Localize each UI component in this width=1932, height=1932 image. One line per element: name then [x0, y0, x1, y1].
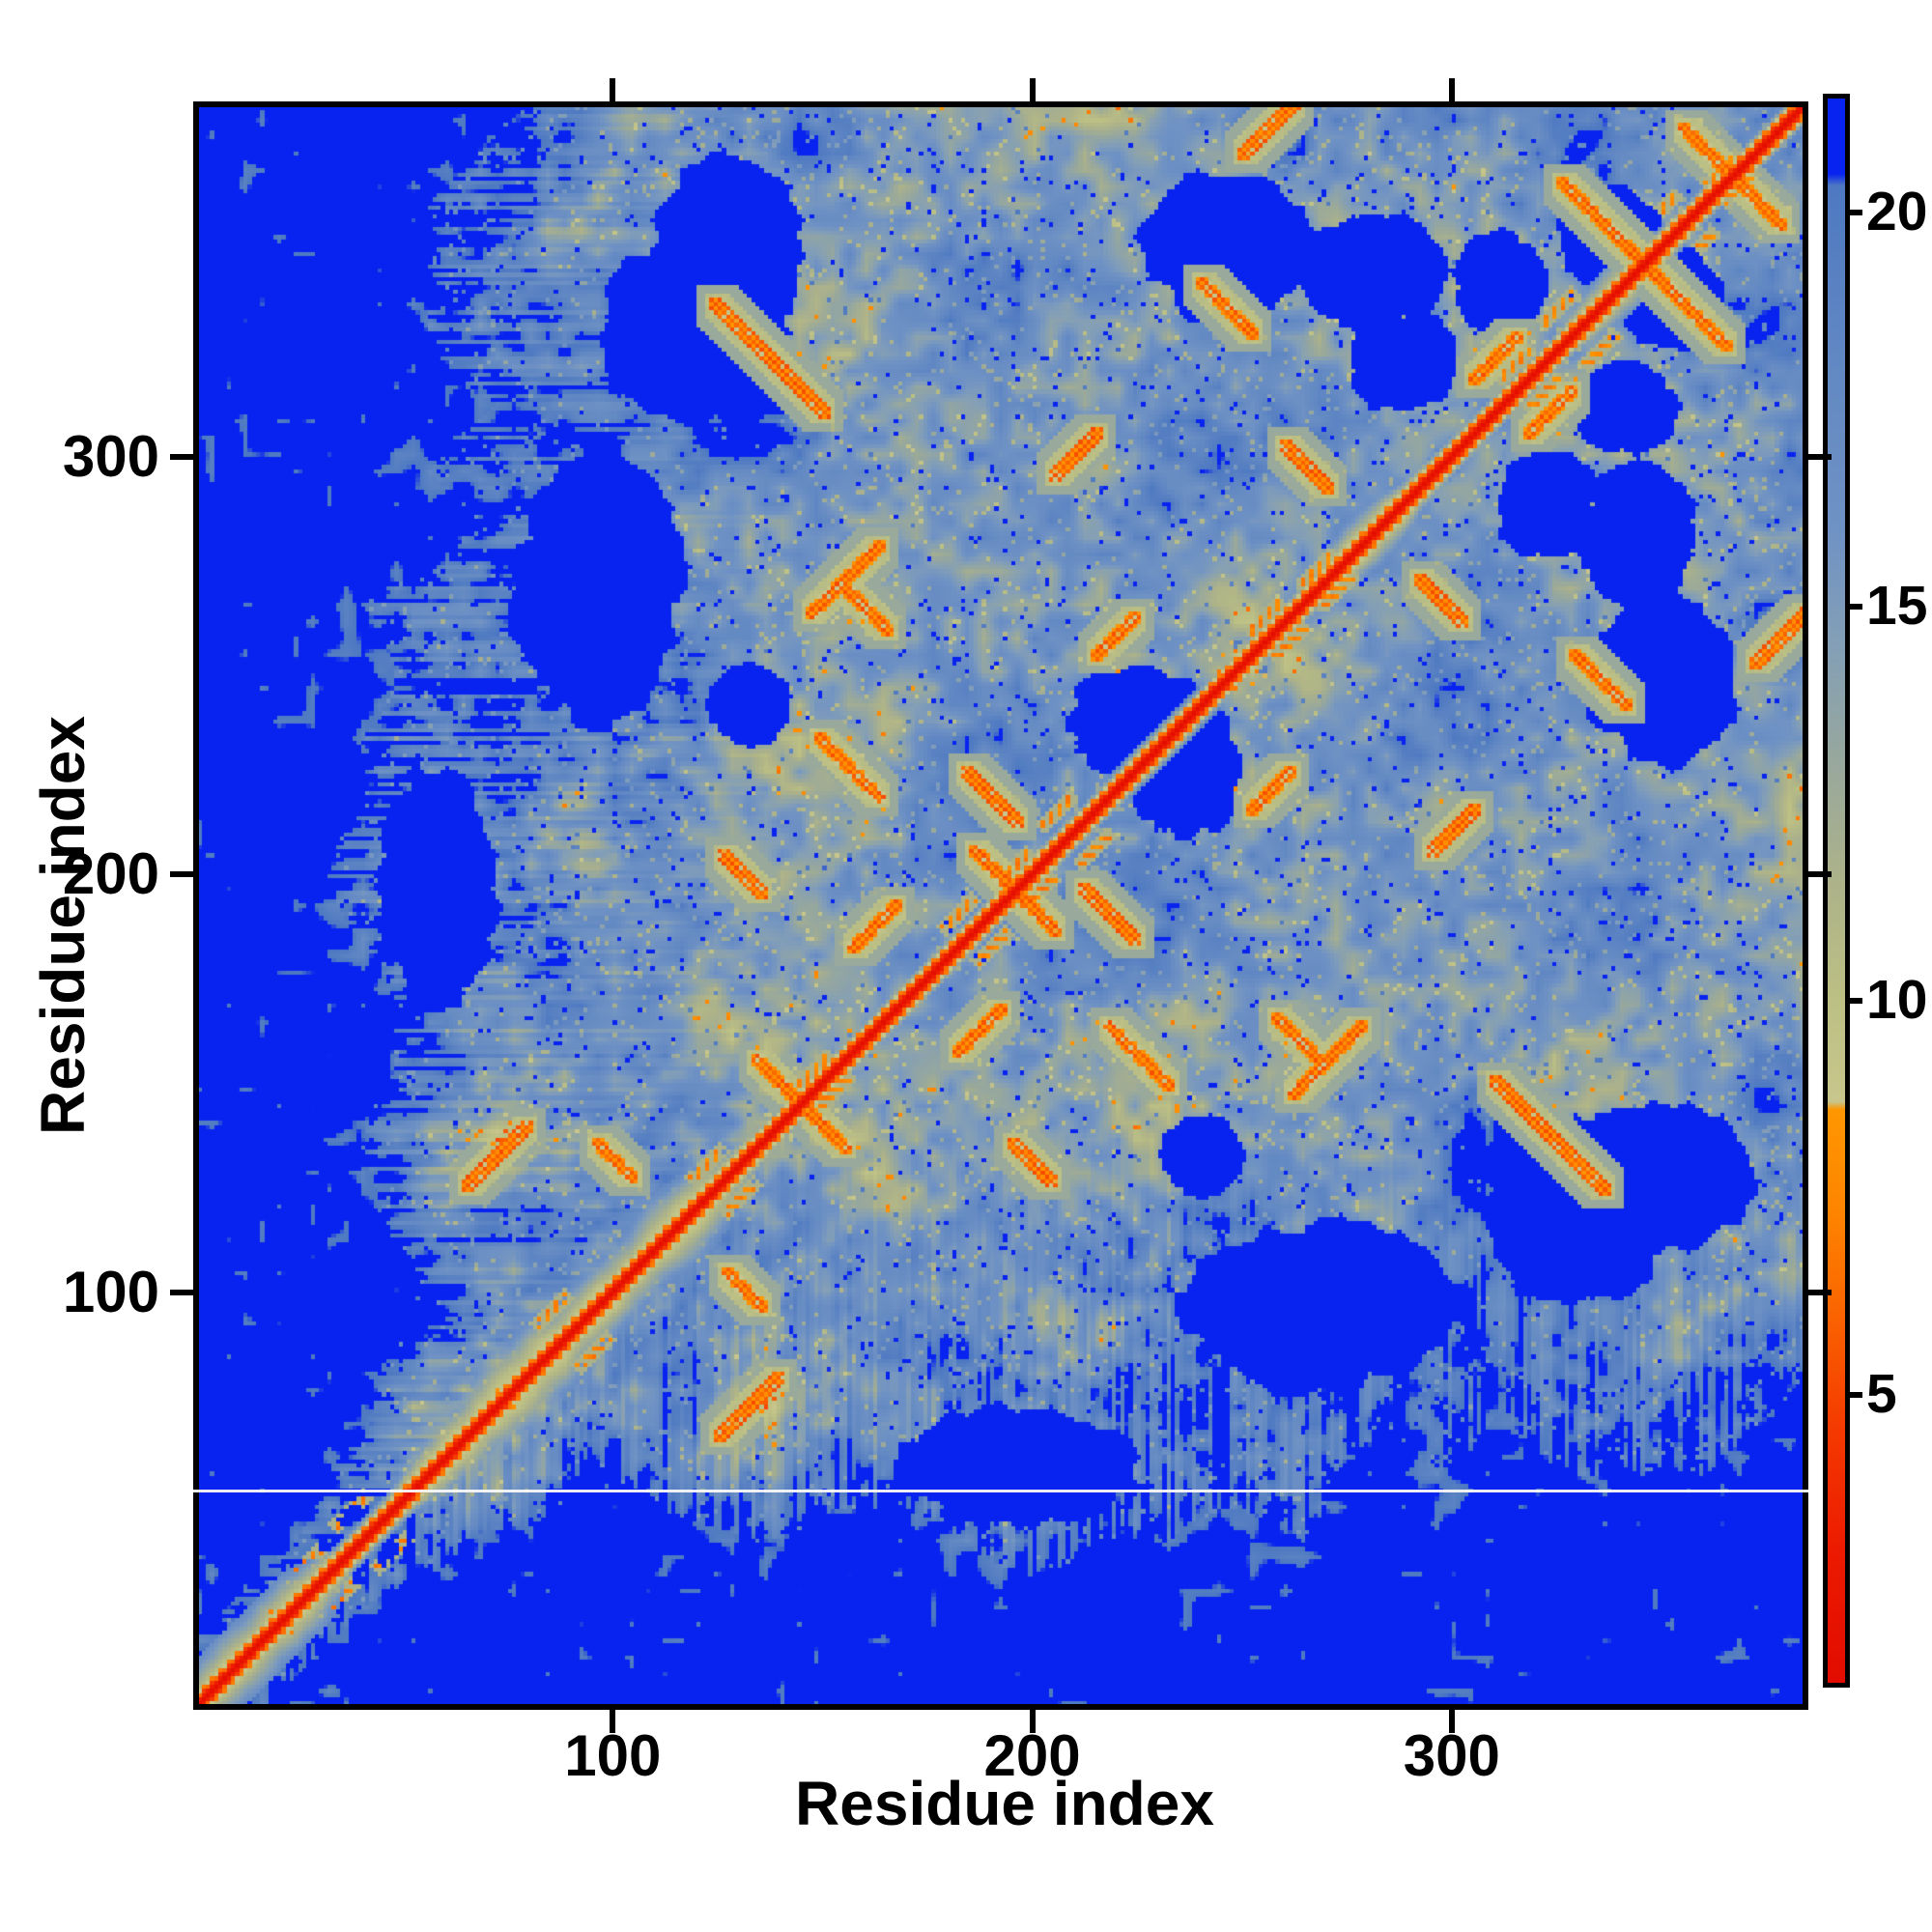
x-tick-top — [610, 78, 616, 101]
y-tick — [170, 453, 193, 460]
heatmap-canvas — [193, 101, 1808, 1710]
missing-data-line — [193, 1489, 1808, 1492]
colorbar-canvas — [1828, 99, 1845, 1683]
x-tick-label: 200 — [983, 1723, 1081, 1788]
colorbar-tick-label: 15 — [1866, 575, 1928, 638]
x-tick — [610, 1710, 616, 1733]
colorbar-tick-label: 20 — [1866, 181, 1928, 243]
x-tick — [1029, 1710, 1036, 1733]
colorbar-tick — [1850, 604, 1862, 611]
y-tick-label: 200 — [62, 841, 159, 907]
colorbar-tick — [1850, 210, 1862, 216]
colorbar — [1823, 94, 1850, 1688]
x-tick — [1448, 1710, 1455, 1733]
colorbar-tick-label: 10 — [1866, 969, 1928, 1032]
colorbar-tick — [1850, 998, 1862, 1005]
y-axis-title: Residue index — [28, 716, 98, 1135]
y-tick-label: 100 — [62, 1259, 159, 1324]
y-tick-right — [1808, 453, 1832, 460]
y-tick — [170, 871, 193, 878]
y-tick-label: 300 — [62, 423, 159, 489]
y-tick-right — [1808, 1289, 1832, 1295]
x-tick-label: 100 — [564, 1723, 662, 1788]
x-axis-title: Residue index — [795, 1769, 1214, 1838]
colorbar-tick-label: 5 — [1866, 1363, 1897, 1426]
y-tick — [170, 1289, 193, 1295]
x-tick-top — [1448, 78, 1455, 101]
colorbar-tick — [1850, 1392, 1862, 1399]
x-tick-top — [1029, 78, 1036, 101]
x-tick-label: 300 — [1403, 1723, 1500, 1788]
y-tick-right — [1808, 871, 1832, 878]
